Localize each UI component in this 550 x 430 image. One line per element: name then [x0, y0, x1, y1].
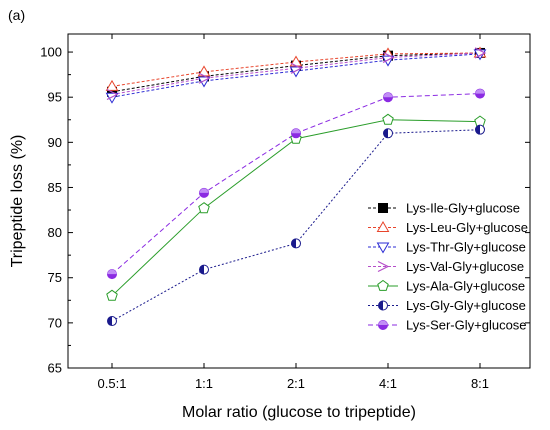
data-point — [475, 124, 485, 135]
y-tick-label: 65 — [48, 361, 62, 376]
data-point — [474, 115, 486, 127]
y-tick-label: 100 — [40, 45, 62, 60]
data-point-fill — [199, 265, 204, 275]
x-tick-label: 4:1 — [379, 376, 397, 391]
data-point — [107, 316, 117, 327]
series-markers — [105, 46, 487, 327]
data-point — [106, 88, 119, 101]
x-tick-label: 8:1 — [471, 376, 489, 391]
legend-marker — [377, 260, 390, 273]
x-tick-label: 1:1 — [195, 376, 213, 391]
x-tick-label: 2:1 — [287, 376, 305, 391]
legend-marker-fill — [378, 301, 383, 310]
data-point — [105, 79, 119, 91]
legend-label: Lys-Gly-Gly+glucose — [406, 298, 526, 313]
data-point — [198, 72, 211, 84]
y-tick-label: 80 — [48, 225, 62, 240]
y-axis: 65 70 75 80 85 90 95 100 — [40, 45, 530, 376]
data-point — [475, 88, 485, 99]
legend-marker — [377, 279, 389, 291]
data-point — [291, 128, 301, 139]
data-point — [383, 92, 393, 103]
data-point — [199, 264, 209, 275]
x-tick-label: 0.5:1 — [98, 376, 127, 391]
legend-marker-fill — [378, 320, 388, 325]
legend-label: Lys-Ala-Gly+glucose — [406, 279, 525, 294]
data-point-fill — [291, 238, 296, 248]
y-tick-label: 90 — [48, 135, 62, 150]
y-tick-label: 75 — [48, 270, 62, 285]
data-point — [474, 47, 487, 59]
legend-marker — [376, 221, 390, 232]
data-point — [199, 187, 209, 198]
data-point — [290, 62, 303, 74]
data-point — [106, 289, 118, 301]
data-point — [198, 202, 210, 214]
data-point — [291, 238, 301, 249]
y-tick-label: 70 — [48, 315, 62, 330]
data-point — [382, 51, 395, 64]
data-point — [383, 128, 393, 139]
data-point-fill — [475, 125, 480, 135]
plot-frame — [67, 33, 531, 369]
legend-label: Lys-Ser-Gly+glucose — [406, 318, 527, 333]
legend: Lys-Ile-Gly+glucose Lys-Leu-Gly+glucose Ly… — [368, 201, 528, 333]
legend-marker — [378, 203, 388, 213]
data-point-fill — [107, 269, 117, 275]
legend-marker — [378, 320, 388, 330]
data-point-fill — [199, 188, 209, 193]
data-point — [107, 269, 117, 280]
legend-marker — [378, 300, 388, 311]
data-point-fill — [383, 128, 388, 138]
x-axis: 0.5:1 1:1 2:1 4:1 8:1 — [98, 34, 489, 391]
y-tick-label: 95 — [48, 90, 62, 105]
legend-label: Lys-Ile-Gly+glucose — [406, 201, 520, 216]
legend-label: Lys-Leu-Gly+glucose — [406, 220, 528, 235]
data-point-fill — [475, 89, 485, 94]
legend-marker — [376, 242, 390, 254]
x-axis-title: Molar ratio (glucose to tripeptide) — [182, 404, 416, 421]
y-axis-title: Tripeptide loss (%) — [9, 135, 26, 268]
legend-label: Lys-Val-Gly+glucose — [406, 259, 524, 274]
legend-label: Lys-Thr-Gly+glucose — [406, 240, 526, 255]
data-point-fill — [383, 92, 393, 98]
data-point-fill — [107, 316, 112, 326]
panel-label: (a) — [8, 7, 25, 23]
data-point-fill — [291, 128, 301, 134]
data-point — [382, 113, 394, 125]
y-tick-label: 85 — [48, 180, 62, 195]
